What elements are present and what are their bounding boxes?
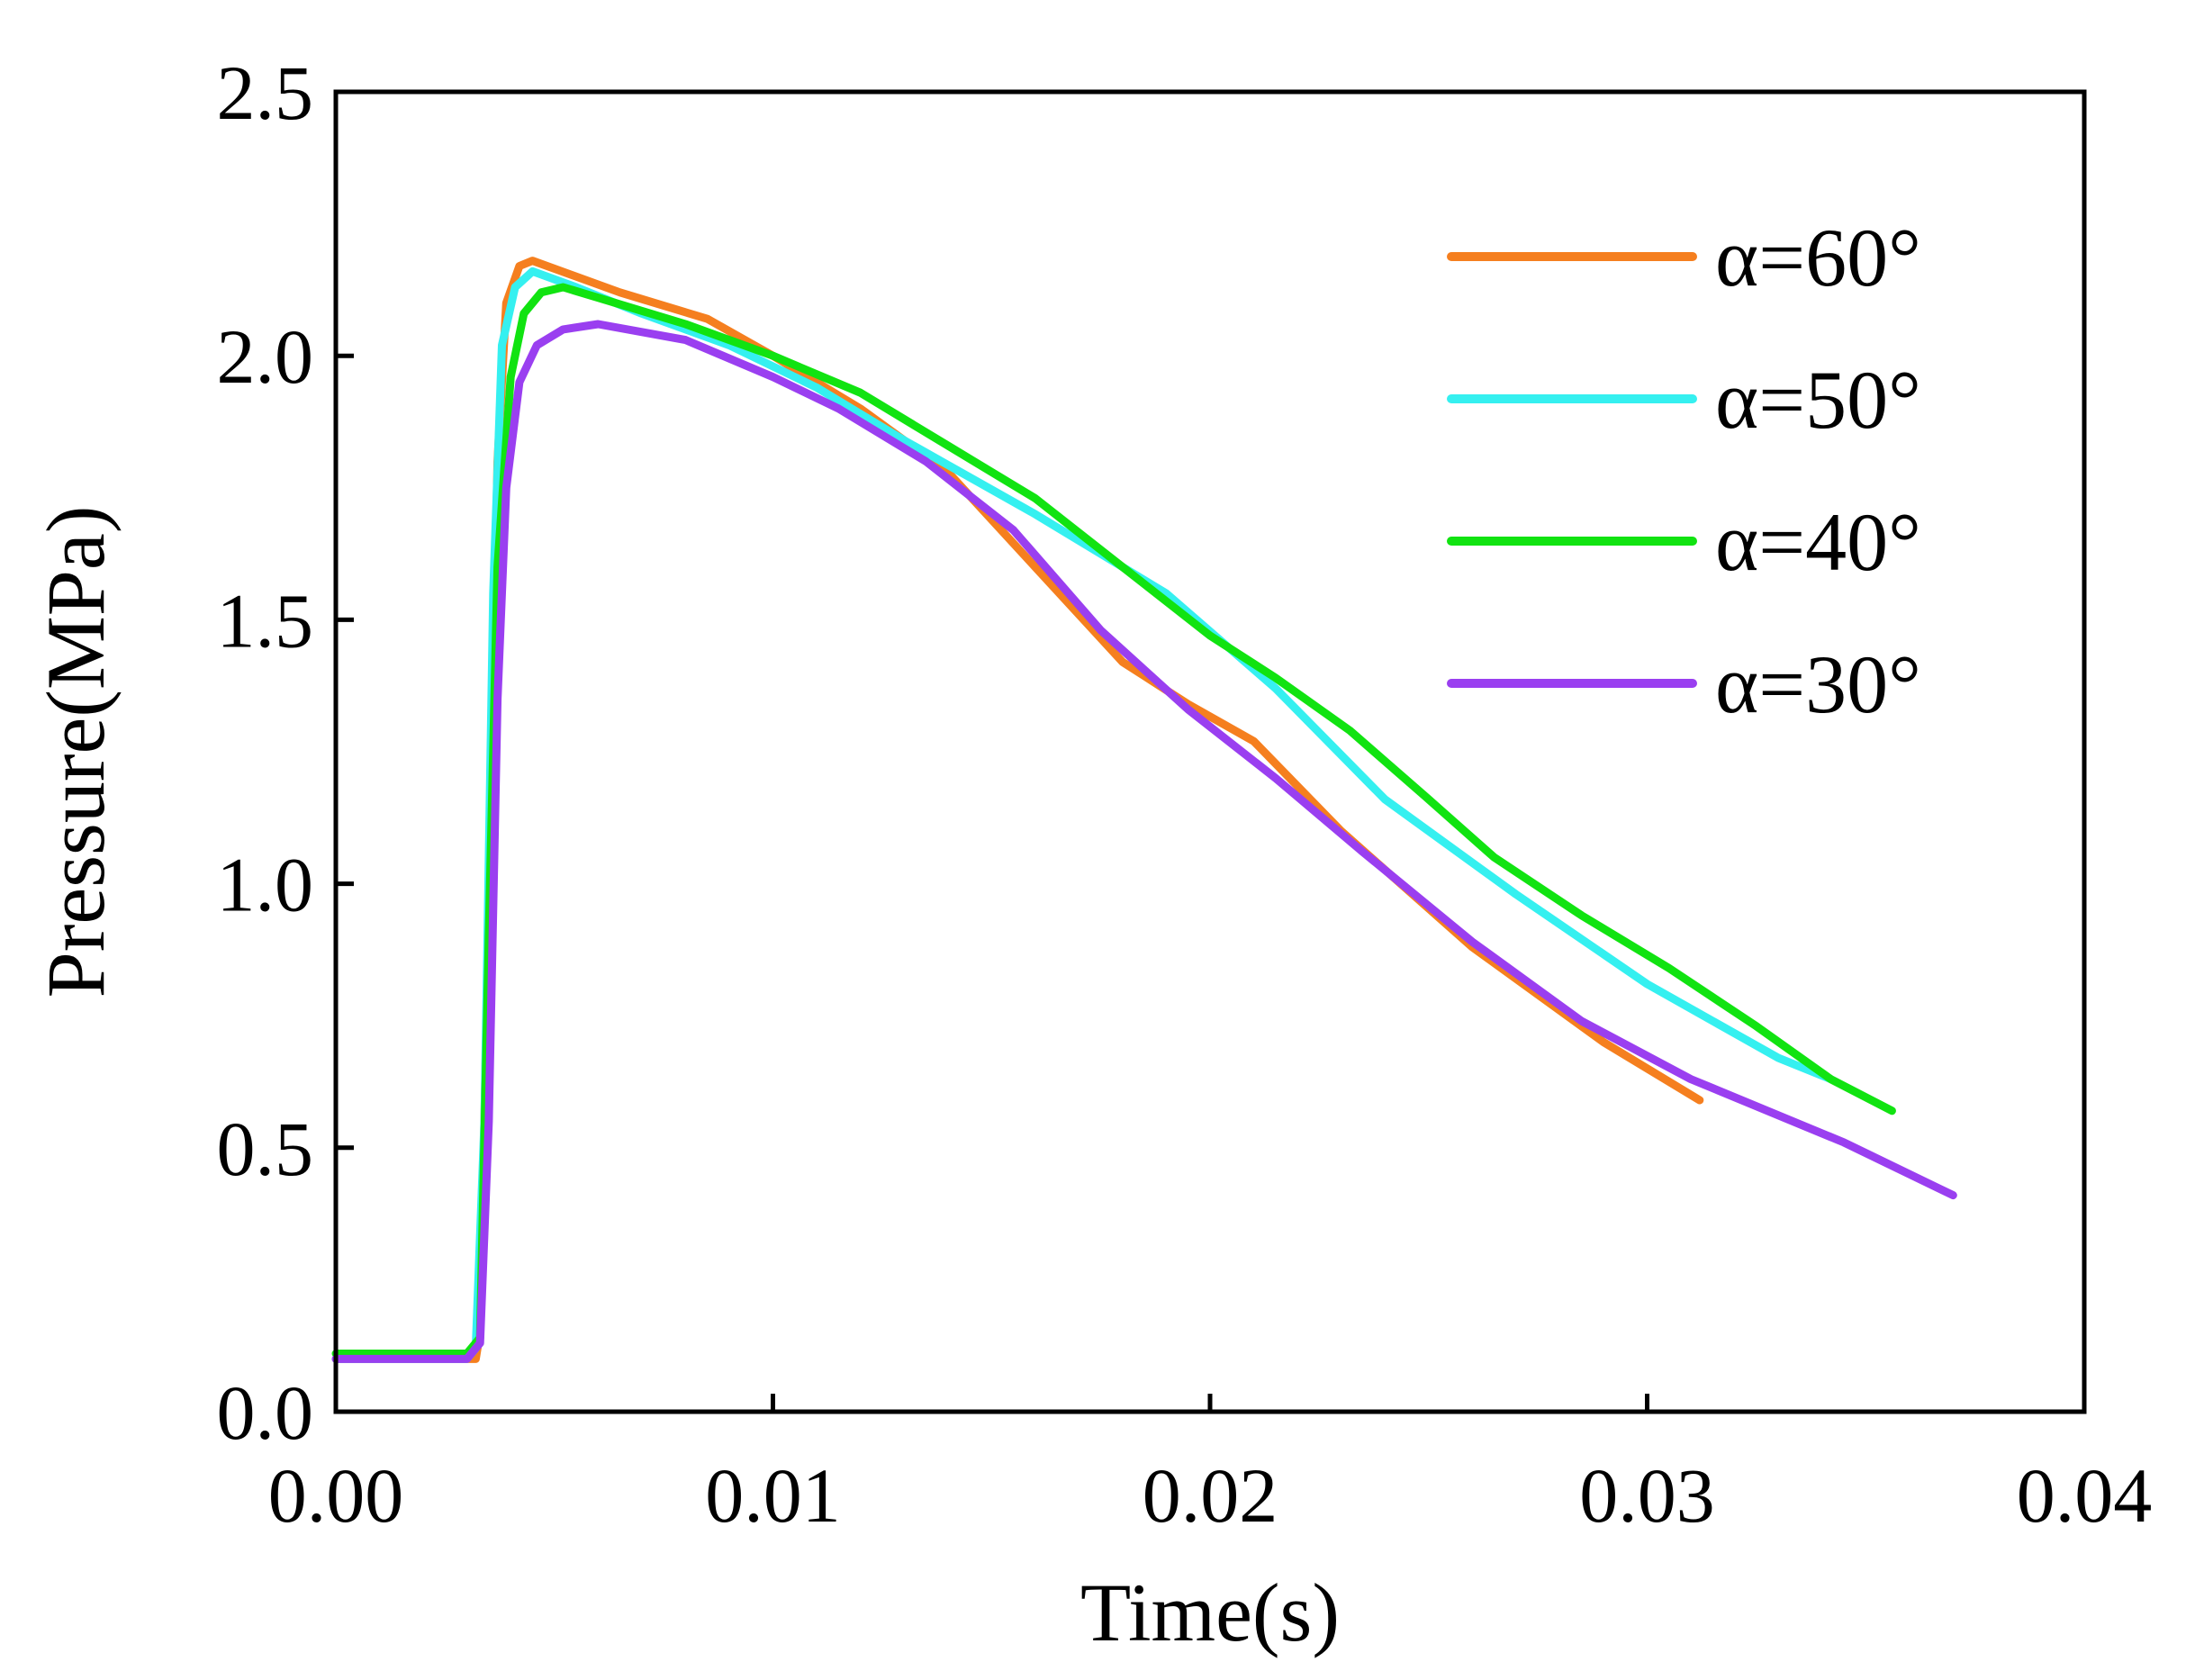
y-tick-label: 1.5 xyxy=(217,577,314,664)
x-tick-label: 0.04 xyxy=(2017,1452,2153,1539)
axis-ticks: 0.00 0.01 0.02 0.03 0.04 0.0 0.5 1.0 1.5 2.0 2.5 xyxy=(217,50,2153,1539)
legend-label-2: α=50° xyxy=(1715,354,1921,446)
x-axis-title: Time(s) xyxy=(1080,1567,1340,1658)
legend-label-3: α=40° xyxy=(1715,496,1921,588)
y-tick-label: 1.0 xyxy=(217,842,314,928)
series-line-3 xyxy=(331,283,1896,1358)
x-tick-label: 0.00 xyxy=(268,1452,404,1539)
legend-label-4: α=30° xyxy=(1715,638,1921,730)
series-line-2 xyxy=(331,266,1835,1363)
legend: α=60° α=50° α=40° α=30° xyxy=(1447,212,1921,730)
y-tick-label: 0.0 xyxy=(217,1369,314,1456)
x-tick-label: 0.02 xyxy=(1143,1452,1278,1539)
y-axis-title: Pressure(MPa) xyxy=(30,506,122,998)
x-tick-label: 0.03 xyxy=(1579,1452,1715,1539)
series-layer xyxy=(331,257,1957,1363)
series-line-4 xyxy=(331,320,1957,1363)
y-tick-label: 2.5 xyxy=(217,50,314,136)
series-line-1 xyxy=(331,257,1704,1363)
x-tick-label: 0.01 xyxy=(705,1452,841,1539)
y-tick-label: 0.5 xyxy=(217,1106,314,1192)
y-tick-label: 2.0 xyxy=(217,313,314,400)
legend-label-1: α=60° xyxy=(1715,212,1921,303)
